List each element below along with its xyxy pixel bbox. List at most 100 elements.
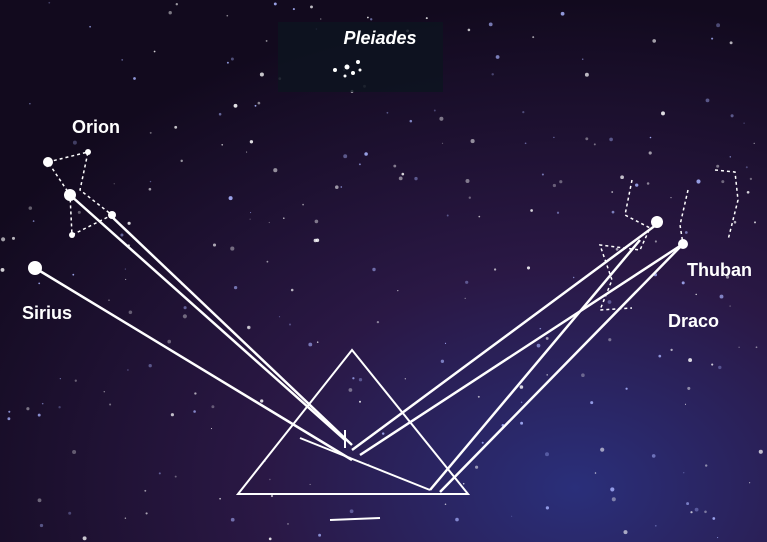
star	[40, 524, 43, 527]
star	[465, 298, 466, 299]
star	[255, 105, 257, 107]
star	[246, 152, 247, 153]
star	[652, 454, 656, 458]
star	[231, 58, 234, 61]
star	[349, 388, 353, 392]
star	[38, 498, 42, 502]
star	[315, 220, 319, 224]
star	[731, 114, 734, 117]
star	[283, 217, 285, 219]
star	[718, 366, 721, 369]
star	[612, 211, 615, 214]
star	[194, 392, 196, 394]
star	[174, 126, 177, 129]
star	[260, 72, 264, 76]
star	[759, 450, 763, 454]
star	[520, 385, 524, 389]
star	[229, 196, 233, 200]
star	[442, 143, 443, 144]
star	[258, 102, 261, 105]
star	[475, 466, 478, 469]
star	[716, 23, 720, 27]
star	[625, 388, 627, 390]
star	[146, 512, 148, 514]
star	[546, 337, 549, 340]
star	[370, 18, 372, 20]
star	[685, 231, 688, 234]
star	[167, 340, 171, 344]
star	[114, 183, 115, 184]
star	[542, 173, 544, 175]
star	[367, 17, 369, 19]
sirius-label: Sirius	[22, 303, 72, 323]
star	[318, 534, 321, 537]
star	[359, 378, 362, 381]
star	[316, 239, 320, 243]
star	[585, 73, 589, 77]
star	[616, 248, 619, 251]
star	[520, 422, 523, 425]
star	[149, 364, 152, 367]
star	[600, 448, 604, 452]
star	[685, 404, 686, 405]
star	[478, 216, 480, 218]
star	[521, 402, 523, 404]
star	[260, 399, 263, 402]
star	[193, 410, 196, 413]
orion-label: Orion	[72, 117, 120, 137]
star	[546, 506, 549, 509]
star	[609, 138, 613, 142]
star	[706, 99, 710, 103]
star	[711, 38, 713, 40]
star	[611, 191, 613, 193]
star	[581, 373, 585, 377]
star	[754, 143, 755, 144]
star	[144, 490, 146, 492]
star	[469, 197, 471, 199]
star	[279, 316, 280, 317]
star	[489, 23, 493, 27]
star	[26, 407, 29, 410]
star	[317, 341, 319, 343]
star	[620, 175, 624, 179]
star	[650, 137, 652, 139]
star	[211, 428, 212, 429]
star	[271, 495, 273, 497]
star	[310, 5, 313, 8]
star	[293, 8, 295, 10]
star	[7, 417, 10, 420]
star	[72, 274, 74, 276]
star	[623, 530, 627, 534]
star	[749, 482, 750, 483]
star	[455, 518, 459, 522]
star	[183, 314, 187, 318]
star	[267, 261, 269, 263]
star	[496, 55, 500, 59]
star	[73, 141, 77, 145]
star	[8, 411, 10, 413]
star	[401, 173, 404, 176]
star	[352, 377, 354, 379]
star	[468, 29, 471, 32]
draco-label: Draco	[668, 311, 719, 331]
star	[287, 523, 289, 525]
star	[730, 41, 733, 44]
star	[688, 358, 692, 362]
star	[269, 479, 270, 480]
star	[705, 464, 707, 466]
star	[525, 142, 527, 144]
star	[350, 509, 354, 513]
star	[150, 181, 151, 182]
star	[219, 113, 222, 116]
star	[635, 183, 638, 186]
star	[274, 2, 277, 5]
star	[482, 442, 484, 444]
star	[184, 306, 187, 309]
star	[48, 2, 50, 4]
star	[335, 185, 339, 189]
star	[42, 403, 44, 405]
star	[652, 39, 656, 43]
star	[441, 360, 444, 363]
star	[231, 518, 235, 522]
star	[478, 396, 480, 398]
